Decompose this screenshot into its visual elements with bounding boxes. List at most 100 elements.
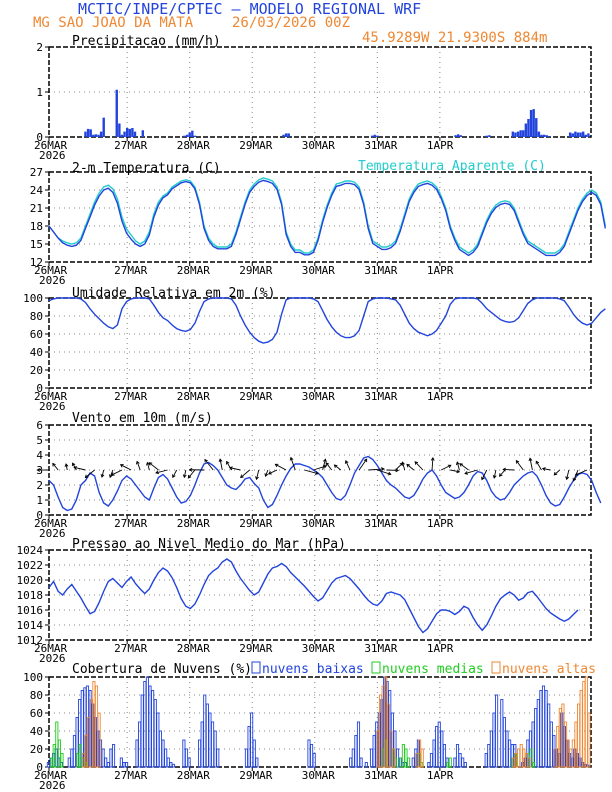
precip-bar bbox=[522, 130, 525, 137]
y-tick-label: 21 bbox=[30, 202, 43, 215]
wind-arrow-head bbox=[240, 474, 244, 479]
precip-bar bbox=[529, 110, 533, 137]
wind-arrow-head bbox=[225, 460, 230, 465]
cloud-bar bbox=[213, 730, 217, 768]
precip-bar bbox=[571, 133, 574, 137]
x-tick-label: 29MAR bbox=[239, 642, 272, 655]
x-tick-label: 26MAR bbox=[34, 264, 67, 277]
x-year-label: 2026 bbox=[39, 149, 66, 162]
cloud-bar bbox=[50, 757, 54, 768]
wind-arrow bbox=[358, 458, 368, 471]
wind-arrow-head bbox=[574, 472, 579, 476]
precip-bar bbox=[89, 129, 92, 137]
wind-arrow bbox=[183, 469, 187, 478]
wind-arrow bbox=[219, 459, 223, 471]
x-tick-label: 26MAR bbox=[34, 769, 67, 782]
x-tick-label: 30MAR bbox=[302, 642, 335, 655]
cloud-bar bbox=[517, 748, 521, 768]
wind-arrow-head bbox=[414, 461, 419, 465]
cloud-bar bbox=[205, 703, 209, 768]
x-tick-label: 28MAR bbox=[177, 390, 210, 403]
wind-arrow-head bbox=[268, 471, 272, 475]
wind-arrow bbox=[414, 461, 424, 471]
panel-humidity: Umidade Relativa em 2m (%) 0204060801002… bbox=[23, 286, 606, 413]
precip-bar bbox=[282, 134, 285, 137]
wind-arrow-head bbox=[387, 471, 392, 476]
x-tick-label: 31MAR bbox=[364, 264, 397, 277]
wind-arrow bbox=[204, 459, 214, 471]
wind-arrow bbox=[172, 469, 178, 478]
wind-arrow bbox=[459, 463, 469, 471]
panel-title-temperature: 2-m Temperatura (C) bbox=[72, 161, 221, 176]
wind-arrow-head bbox=[218, 458, 223, 463]
wind-arrow-head bbox=[406, 463, 411, 468]
cloud-bar bbox=[151, 690, 155, 768]
x-year-label: 2026 bbox=[39, 779, 66, 792]
cloud-bar bbox=[455, 744, 460, 768]
wind-arrow bbox=[440, 464, 452, 471]
cloud-bar bbox=[135, 739, 139, 768]
precip-bar bbox=[581, 131, 585, 137]
y-tick-label: 80 bbox=[30, 310, 43, 323]
wind-arrow bbox=[566, 469, 570, 480]
cloud-bar bbox=[356, 721, 361, 768]
panel-wind: Vento em 10m (m/s) 0 1 2 3 4 5 6 26MAR 27MAR 28MA… bbox=[34, 411, 602, 540]
cloud-bar bbox=[399, 757, 403, 768]
y-tick-label: 18 bbox=[30, 220, 43, 233]
y-tick-label: 6 bbox=[36, 419, 43, 432]
wind-arrow bbox=[334, 464, 342, 471]
wind-arrow-head bbox=[172, 474, 176, 479]
wind-arrow bbox=[52, 463, 59, 471]
panel-title-clouds: Cobertura de Nuvens (%) bbox=[72, 662, 252, 677]
precip-bar bbox=[115, 89, 118, 137]
header-location: MG SAO JOAO DA MATA bbox=[33, 15, 194, 31]
x-year-label: 2026 bbox=[39, 274, 66, 287]
precip-bar bbox=[454, 135, 457, 137]
wind-arrow-head bbox=[499, 473, 503, 477]
cloud-bar bbox=[549, 721, 553, 768]
cloud-bar bbox=[369, 748, 374, 768]
cloud-bar bbox=[505, 730, 509, 768]
wind-arrow-head bbox=[553, 471, 558, 476]
x-tick-label: 26MAR bbox=[34, 642, 67, 655]
cloud-bar bbox=[536, 699, 540, 768]
y-tick-label: 4 bbox=[36, 449, 43, 462]
wind-arrow bbox=[74, 466, 86, 471]
wind-arrow bbox=[464, 469, 478, 475]
y-tick-label: 2 bbox=[36, 41, 43, 54]
cloud-bar bbox=[52, 744, 56, 768]
cloud-bar bbox=[140, 694, 144, 768]
cloud-bar bbox=[145, 676, 149, 768]
wind-arrow bbox=[529, 458, 533, 471]
cloud-bar bbox=[101, 748, 105, 768]
apparent-temperature-line bbox=[48, 177, 607, 254]
wind-arrow-head bbox=[456, 469, 461, 474]
cloud-bar bbox=[166, 757, 170, 768]
cloud-bar bbox=[247, 726, 251, 768]
wind-arrow-head bbox=[52, 462, 56, 467]
cloud-bar bbox=[216, 748, 220, 768]
precip-bar bbox=[574, 131, 577, 137]
temperature-line bbox=[48, 179, 607, 257]
wind-arrow-head bbox=[84, 474, 89, 479]
wind-arrow bbox=[240, 469, 250, 478]
precip-bar bbox=[485, 135, 488, 137]
cloud-bar bbox=[78, 744, 82, 768]
y-tick-label: 0 bbox=[36, 131, 43, 144]
precip-bar bbox=[133, 131, 137, 137]
cloud-bar bbox=[211, 721, 215, 768]
cloud-bar bbox=[109, 748, 113, 768]
cloud-bar bbox=[500, 699, 504, 768]
y-tick-label: 5 bbox=[36, 434, 43, 447]
wind-arrow-head bbox=[64, 463, 69, 467]
cloud-bar bbox=[495, 694, 499, 768]
wind-arrow bbox=[85, 469, 95, 478]
cloud-bar bbox=[57, 739, 61, 768]
precip-bar bbox=[191, 130, 194, 137]
x-tick-label: 30MAR bbox=[302, 769, 335, 782]
wind-arrow bbox=[553, 469, 561, 476]
wind-arrow bbox=[65, 463, 68, 471]
wind-arrow bbox=[515, 460, 524, 471]
x-year-label: 2026 bbox=[39, 652, 66, 665]
